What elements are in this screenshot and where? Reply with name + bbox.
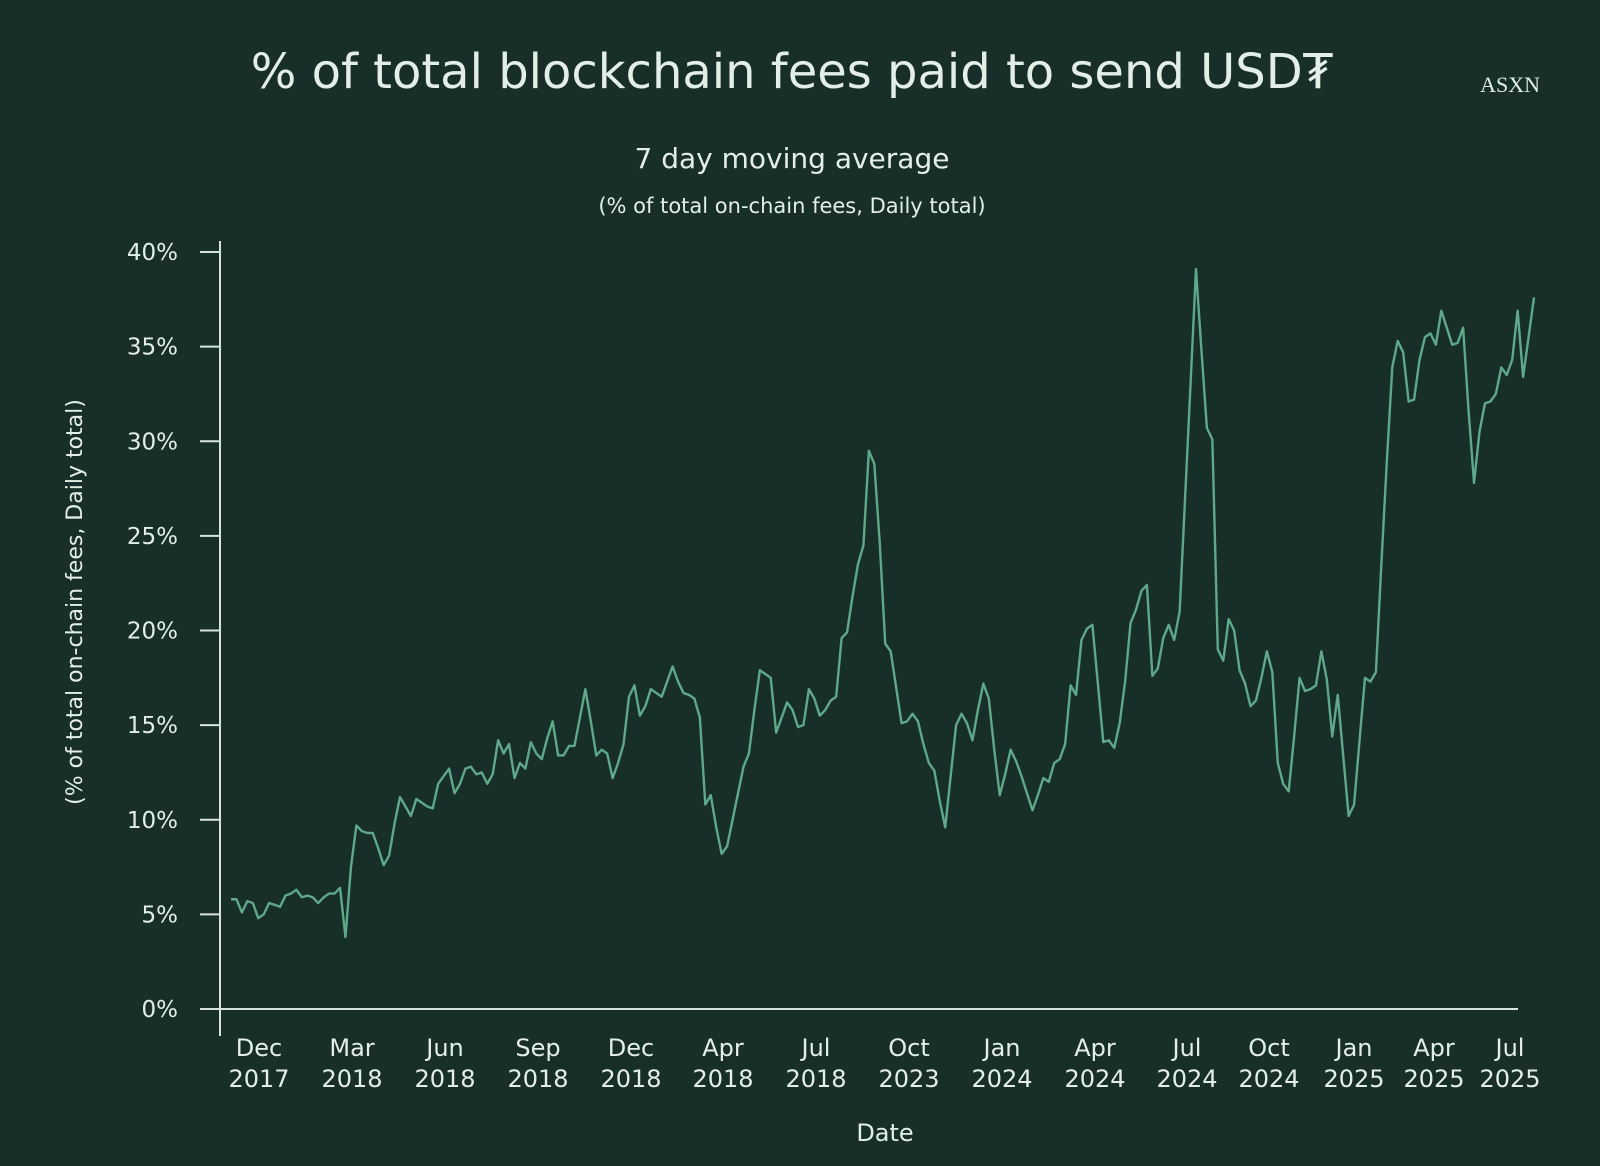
x-tick-label: Jun 2018: [414, 1034, 475, 1093]
x-tick-label: Apr 2018: [692, 1034, 753, 1093]
x-tick-label: Jan 2024: [971, 1034, 1032, 1093]
y-tick-label: 30%: [127, 429, 178, 455]
y-tick-label: 0%: [142, 997, 179, 1023]
chart-title: % of total blockchain fees paid to send …: [251, 44, 1334, 100]
x-tick-label: Jul 2025: [1479, 1034, 1540, 1093]
brand: ASXN: [1480, 72, 1540, 97]
subtitle-2: (% of total on-chain fees, Daily total): [598, 194, 985, 218]
y-tick-label: 20%: [127, 619, 178, 645]
x-tick-label: Oct 2023: [878, 1034, 939, 1093]
x-tick-label: Jan 2025: [1323, 1034, 1384, 1093]
y-tick-label: 40%: [127, 240, 178, 266]
y-tick-label: 35%: [127, 335, 178, 361]
x-tick-label: Dec 2018: [600, 1034, 661, 1093]
y-tick-label: 10%: [127, 808, 178, 834]
y-tick-label: 25%: [127, 524, 178, 550]
y-tick-label: 5%: [142, 902, 179, 928]
x-tick-label: Oct 2024: [1238, 1034, 1299, 1093]
x-tick-label: Apr 2024: [1064, 1034, 1125, 1093]
x-tick-label: Jul 2018: [785, 1034, 846, 1093]
line: [231, 267, 1536, 939]
x-tick-label: Jul 2024: [1156, 1034, 1217, 1093]
y-axis-label: (% of total on-chain fees, Daily total): [63, 399, 88, 805]
subtitle: 7 day moving average: [635, 142, 950, 175]
x-tick-label: Mar 2018: [321, 1034, 382, 1093]
x-tick-label: Dec 2017: [228, 1034, 289, 1093]
x-tick-label: Apr 2025: [1403, 1034, 1464, 1093]
x-axis-label: Date: [856, 1119, 913, 1147]
y-tick-label: 15%: [127, 713, 178, 739]
x-tick-label: Sep 2018: [507, 1034, 568, 1093]
